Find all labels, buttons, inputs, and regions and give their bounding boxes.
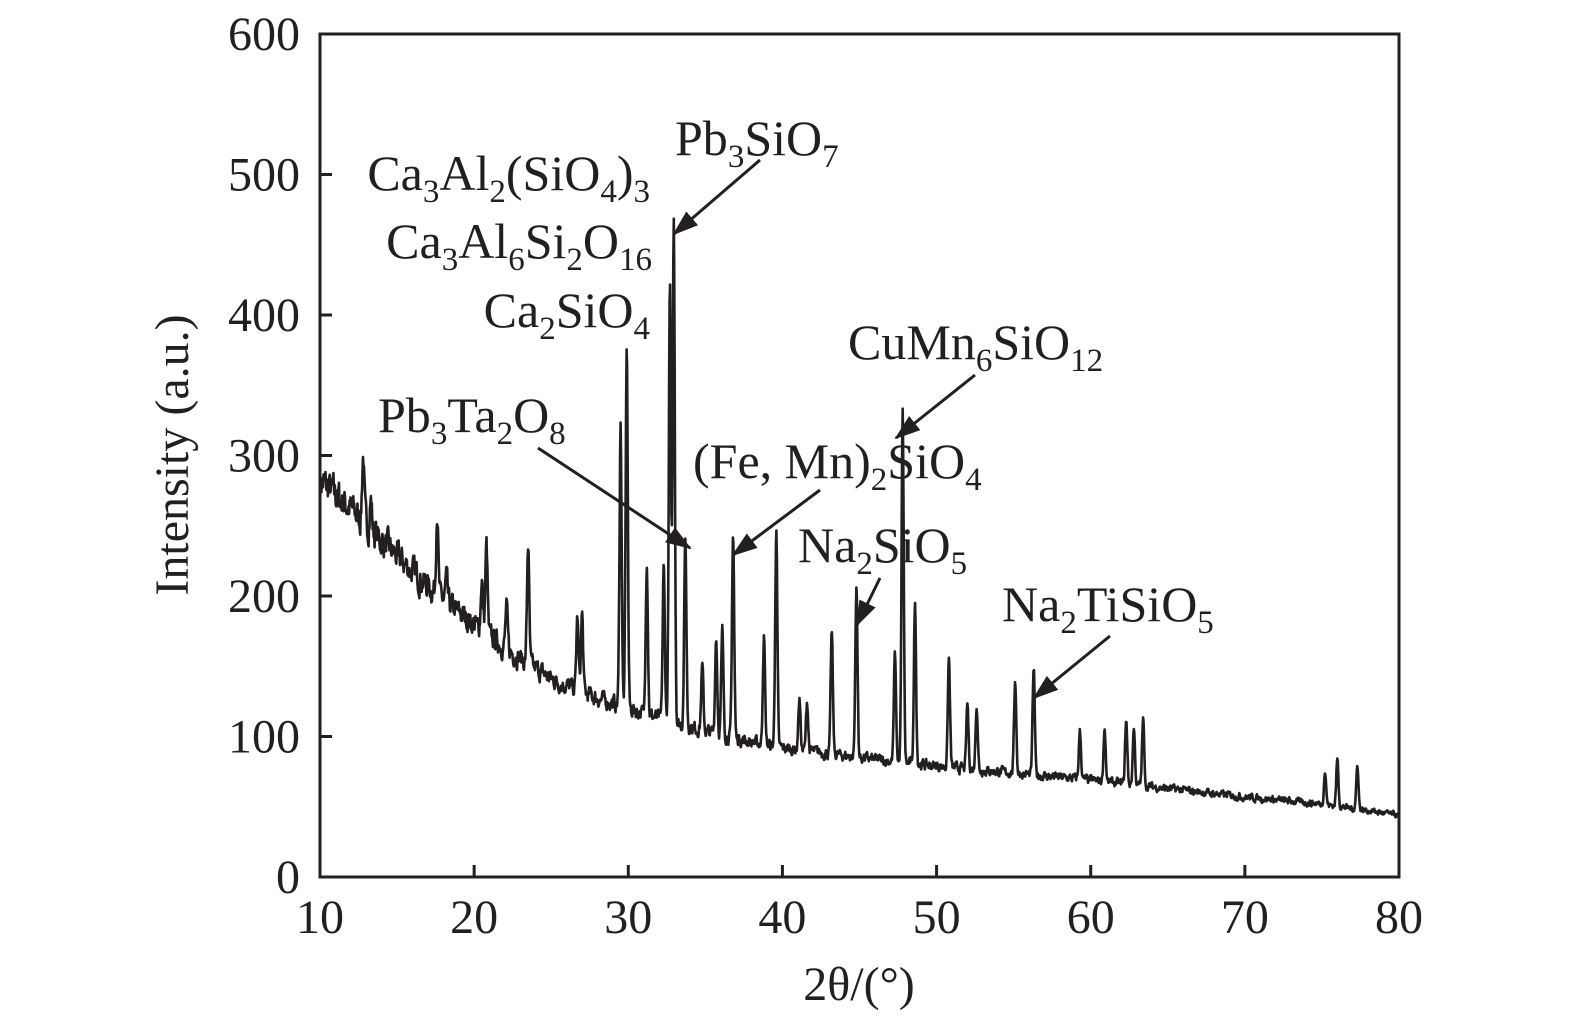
subscript: 3 [431,416,448,452]
subscript: 12 [1070,343,1103,379]
subscript: 2 [871,462,888,498]
axes-layer: 10 20 30 40 50 60 70 80 0 100 200 300 400 500 600 [228,8,1423,944]
phase-label: Na2SiO5 [798,517,967,582]
y-tick-label: 300 [228,430,300,483]
phase-label: Ca3Al6Si2O16 [386,213,652,278]
subscript: 3 [442,242,459,278]
phase-annotation: Na2TiSiO5 [1002,576,1214,700]
formula-text: (SiO [506,145,600,201]
x-tick-label: 20 [450,891,498,944]
x-axis-title: 2θ/(°) [803,958,915,1011]
formula-text: SiO [744,110,822,166]
formula-text: SiO [556,282,634,338]
subscript: 4 [600,174,617,210]
xrd-pattern-line [318,217,1400,819]
subscript: 16 [619,242,652,278]
formula-text: Pb [378,387,431,443]
phase-label: CuMn6SiO12 [848,314,1103,379]
subscript: 2 [489,174,506,210]
y-tick-label: 500 [228,149,300,202]
formula-text: Ta [447,387,496,443]
x-tick-label: 80 [1375,891,1423,944]
subscript: 2 [1060,605,1077,641]
phase-annotation: Pb3SiO7 [672,110,839,236]
phase-annotation: Ca3Al2(SiO4)3 [367,145,650,210]
subscript: 4 [965,462,982,498]
x-tick-label: 30 [604,891,652,944]
subscript: 5 [1197,605,1214,641]
formula-text: SiO [873,517,951,573]
formula-text: Na [1002,576,1060,632]
annotation-layer: Pb3SiO7Ca3Al2(SiO4)3Ca3Al6Si2O16Ca2SiO4P… [367,110,1214,700]
plot-layer [318,217,1400,819]
formula-text: (Fe, Mn) [693,433,871,489]
y-tick-label: 200 [228,570,300,623]
formula-text: SiO [887,433,965,489]
subscript: 2 [566,242,583,278]
subscript: 2 [539,311,556,347]
subscript: 2 [856,546,873,582]
x-tick-label: 10 [296,891,344,944]
phase-annotation: (Fe, Mn)2SiO4 [693,433,982,557]
phase-label: Ca2SiO4 [484,282,650,347]
phase-annotation: Ca3Al6Si2O16 [386,213,652,278]
y-tick-label: 0 [276,851,300,904]
annotation-arrow [894,373,976,440]
subscript: 6 [508,242,525,278]
y-axis-title: Intensity (a.u.) [146,314,199,595]
y-tick-label: 600 [228,8,300,61]
formula-text: SiO [992,314,1070,370]
subscript: 3 [728,139,745,175]
x-tick-label: 70 [1221,891,1269,944]
formula-text: O [513,387,549,443]
phase-annotation: Pb3Ta2O8 [378,387,692,550]
formula-text: Al [439,145,489,201]
phase-label: Na2TiSiO5 [1002,576,1214,641]
phase-label: Pb3SiO7 [675,110,839,175]
formula-text: Na [798,517,856,573]
subscript: 8 [549,416,566,452]
subscript: 2 [497,416,514,452]
phase-annotation: Na2SiO5 [798,517,967,627]
formula-text: Si [525,213,567,269]
formula-text: Ca [367,145,423,201]
y-tick-label: 400 [228,289,300,342]
annotation-arrow [672,158,761,236]
formula-text: TiSiO [1077,576,1197,632]
phase-label: (Fe, Mn)2SiO4 [693,433,982,498]
formula-text: Ca [484,282,540,338]
subscript: 6 [976,343,993,379]
formula-text: O [583,213,619,269]
y-tick-label: 100 [228,711,300,764]
phase-label: Ca3Al2(SiO4)3 [367,145,650,210]
annotation-arrow [731,488,821,557]
formula-text: ) [617,145,634,201]
formula-text: CuMn [848,314,976,370]
annotation-arrow [1032,634,1111,700]
subscript: 4 [634,311,651,347]
phase-label: Pb3Ta2O8 [378,387,566,452]
formula-text: Al [458,213,508,269]
formula-text: Pb [675,110,728,166]
subscript: 7 [822,139,839,175]
formula-text: Ca [386,213,442,269]
x-tick-label: 50 [913,891,961,944]
subscript: 3 [634,174,651,210]
annotation-arrow [537,446,692,550]
phase-annotation: CuMn6SiO12 [848,314,1103,440]
subscript: 5 [951,546,968,582]
x-tick-label: 60 [1067,891,1115,944]
annotation-arrow [855,577,882,627]
subscript: 3 [423,174,440,210]
x-tick-label: 40 [758,891,806,944]
phase-annotation: Ca2SiO4 [484,282,650,347]
